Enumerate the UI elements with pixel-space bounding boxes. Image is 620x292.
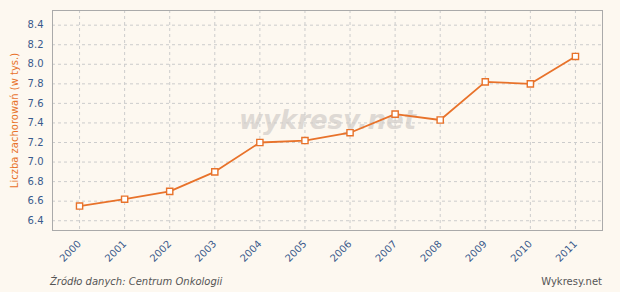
svg-text:7.0: 7.0 (28, 156, 44, 167)
svg-text:7.6: 7.6 (28, 98, 44, 109)
svg-text:8.2: 8.2 (28, 39, 44, 50)
svg-text:Liczba zachorowań (w tys.): Liczba zachorowań (w tys.) (9, 53, 20, 188)
svg-text:8.4: 8.4 (28, 19, 44, 30)
svg-text:2010: 2010 (508, 238, 534, 264)
svg-text:2008: 2008 (418, 238, 444, 264)
svg-text:6.4: 6.4 (28, 215, 44, 226)
svg-text:2003: 2003 (193, 238, 219, 264)
html-text:Źródło danych: Centrum Onkolog: Źródło danych: Centrum Onkologii (50, 276, 223, 287)
html-text:Wykresy.net: Wykresy.net (541, 276, 602, 287)
svg-text:wykresy.net: wykresy.net (239, 105, 418, 135)
svg-text:2009: 2009 (463, 238, 489, 264)
svg-text:2001: 2001 (103, 238, 129, 264)
svg-text:2002: 2002 (148, 238, 174, 264)
svg-text:2004: 2004 (238, 238, 264, 264)
svg-text:2005: 2005 (283, 238, 309, 264)
svg-text:8.0: 8.0 (28, 58, 44, 69)
svg-text:2006: 2006 (328, 238, 354, 264)
svg-text:6.8: 6.8 (28, 176, 44, 187)
svg-text:7.4: 7.4 (28, 117, 44, 128)
svg-text:7.2: 7.2 (28, 137, 44, 148)
svg-text:2000: 2000 (57, 238, 83, 264)
svg-text:2011: 2011 (553, 238, 579, 264)
svg-text:7.8: 7.8 (28, 78, 44, 89)
svg-text:6.6: 6.6 (28, 195, 44, 206)
svg-text:2007: 2007 (373, 238, 399, 264)
